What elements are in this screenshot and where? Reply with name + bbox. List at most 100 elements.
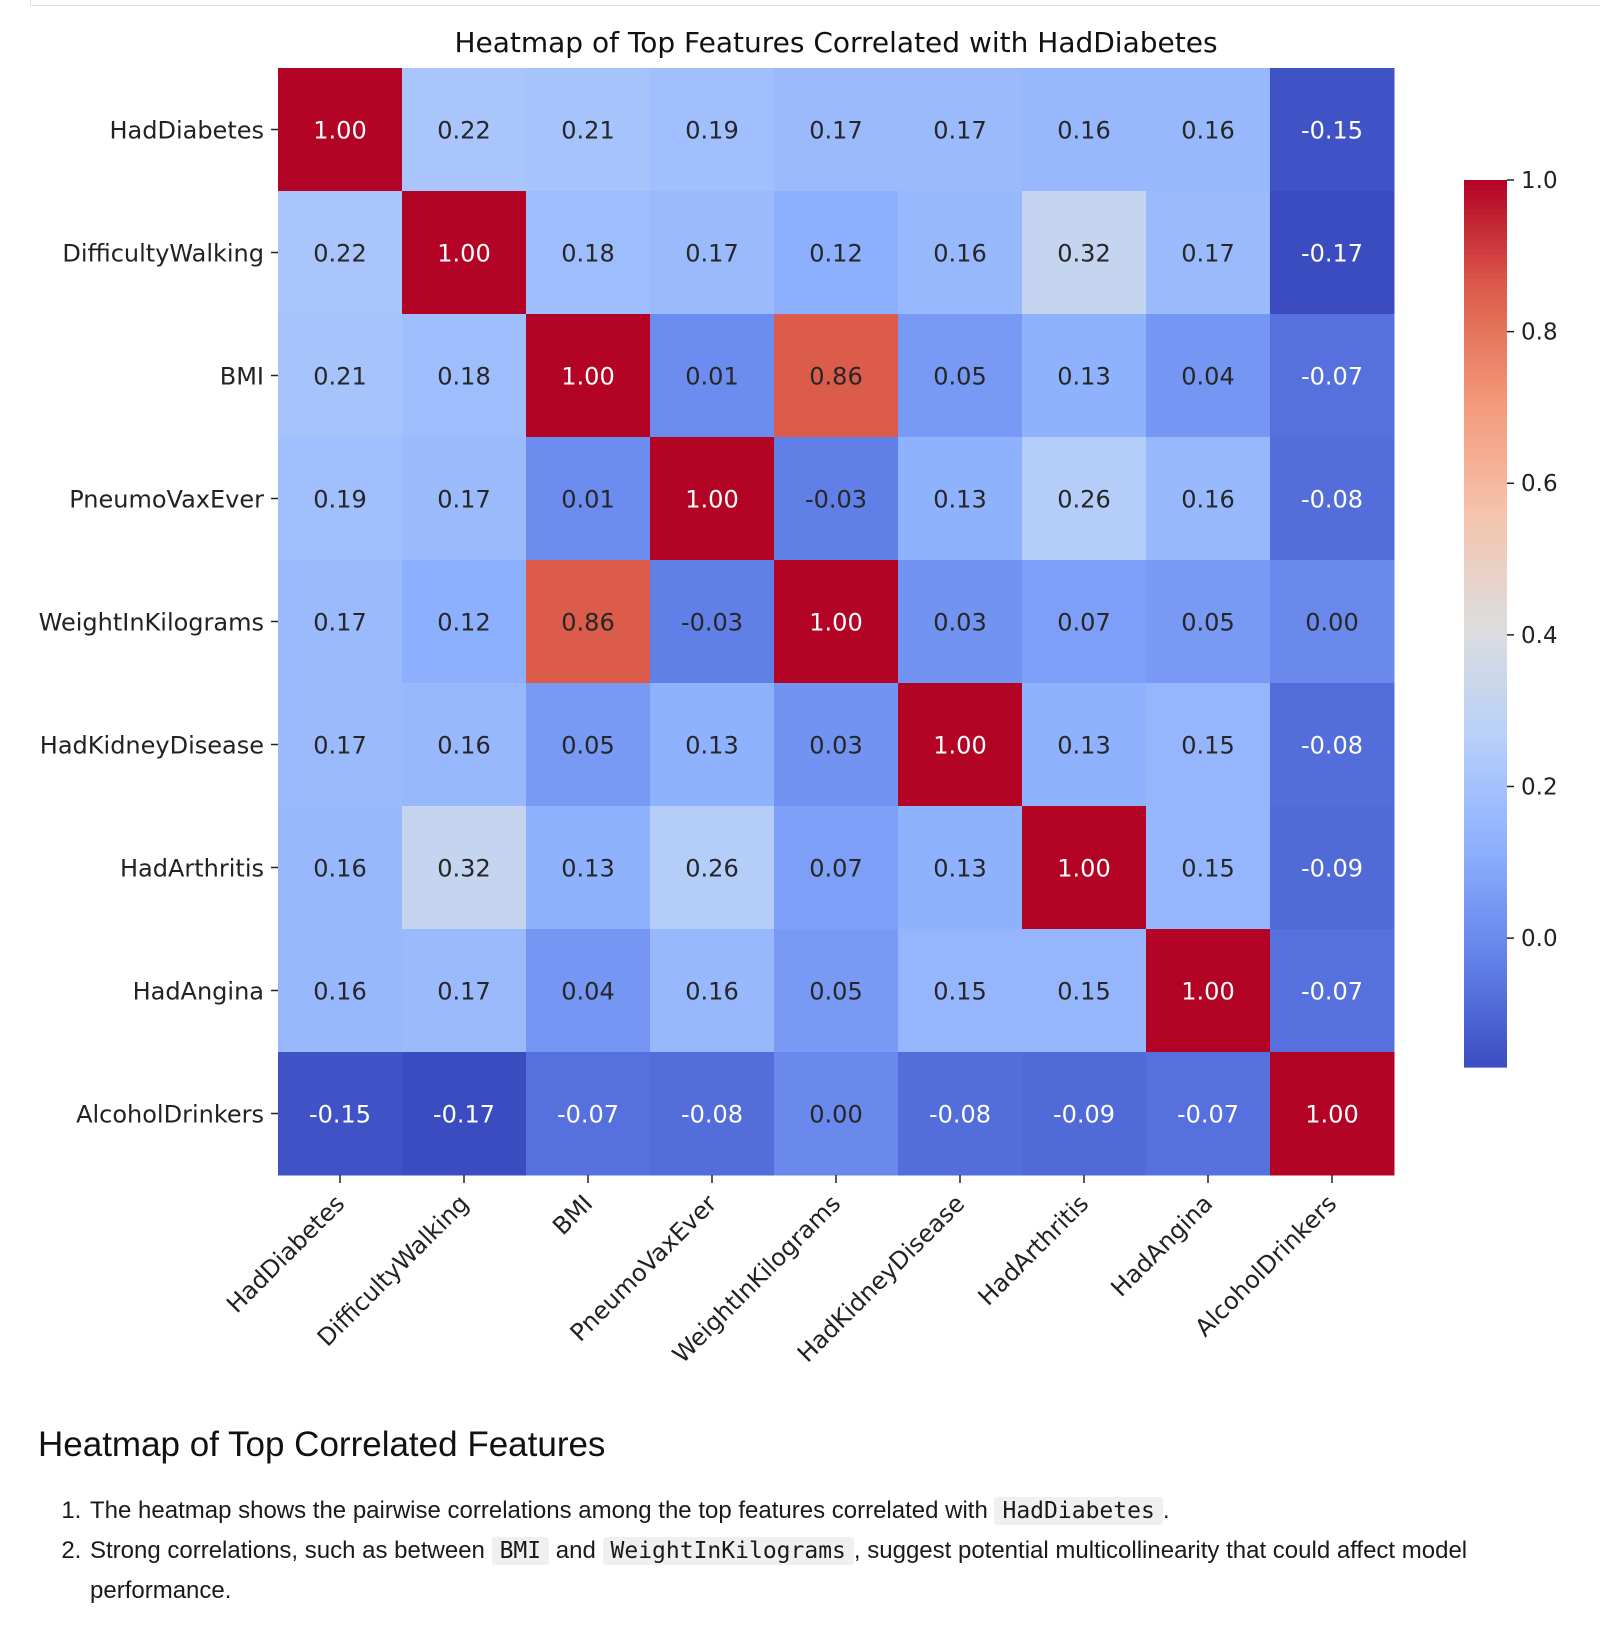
heatmap-figure: Heatmap of Top Features Correlated with … xyxy=(39,26,1558,1369)
colorbar-segment xyxy=(1464,1017,1507,1024)
inline-code: WeightInKilograms xyxy=(602,1537,854,1565)
colorbar-segment xyxy=(1464,539,1507,546)
colorbar-segment xyxy=(1464,638,1507,644)
colorbar-segment xyxy=(1464,500,1507,506)
colorbar-segment xyxy=(1464,579,1507,585)
colorbar-segment xyxy=(1464,520,1507,526)
cell-value-label: 0.86 xyxy=(561,609,614,637)
colorbar-segment xyxy=(1464,248,1507,255)
colorbar-segment xyxy=(1464,386,1507,393)
y-axis-tick-label: HadAngina xyxy=(133,978,264,1006)
heatmap-cell xyxy=(526,683,651,807)
colorbar-segment xyxy=(1464,313,1507,319)
colorbar-segment xyxy=(1464,401,1507,408)
colorbar-segment xyxy=(1464,692,1507,699)
cell-value-label: 0.18 xyxy=(437,363,490,391)
cell-value-label: 0.86 xyxy=(809,363,862,391)
colorbar-segment xyxy=(1464,603,1507,610)
colorbar-segment xyxy=(1464,234,1507,240)
cell-value-label: -0.15 xyxy=(309,1101,371,1129)
colorbar-segment xyxy=(1464,1012,1507,1019)
cell-value-label: -0.07 xyxy=(1301,978,1363,1006)
colorbar-segment xyxy=(1464,623,1507,630)
x-axis-tick-label: HadAngina xyxy=(1106,1189,1219,1302)
colorbar-tick-label: 0.2 xyxy=(1521,774,1558,800)
cell-value-label: 0.15 xyxy=(1181,732,1234,760)
colorbar-segment xyxy=(1464,1027,1507,1034)
heatmap-cell xyxy=(278,1052,403,1176)
heatmap-cell xyxy=(774,68,899,192)
colorbar-segment xyxy=(1464,736,1507,743)
colorbar-segment xyxy=(1464,726,1507,733)
colorbar-segment xyxy=(1464,677,1507,684)
colorbar-segment xyxy=(1464,293,1507,299)
heatmap-cell xyxy=(898,191,1023,315)
inline-code: BMI xyxy=(491,1537,550,1565)
heatmap-cell xyxy=(1270,806,1395,930)
heatmap-cell xyxy=(526,314,651,438)
colorbar-segment xyxy=(1464,835,1507,841)
cell-value-label: 0.17 xyxy=(685,240,738,268)
y-axis-tick-label: AlcoholDrinkers xyxy=(76,1101,264,1129)
cell-value-label: -0.07 xyxy=(1177,1101,1239,1129)
list-item-text: , suggest potential multicollinearity th… xyxy=(90,1537,1468,1604)
heatmap-cell xyxy=(402,560,527,684)
markdown-list: The heatmap shows the pairwise correlati… xyxy=(38,1491,1568,1611)
colorbar-segment xyxy=(1464,515,1507,521)
colorbar-segment xyxy=(1464,810,1507,817)
colorbar-segment xyxy=(1464,904,1507,910)
colorbar-segment xyxy=(1464,662,1507,669)
colorbar-segment xyxy=(1464,643,1507,649)
colorbar-segment xyxy=(1464,1022,1507,1029)
cell-value-label: 0.13 xyxy=(1057,363,1110,391)
cell-value-label: 0.16 xyxy=(1181,117,1234,145)
colorbar-segment xyxy=(1464,1042,1507,1048)
colorbar-segment xyxy=(1464,446,1507,452)
y-axis-tick-label: DifficultyWalking xyxy=(62,240,264,268)
cell-value-label: 0.07 xyxy=(1057,609,1110,637)
heatmap-cell xyxy=(774,191,899,315)
cell-value-label: 0.22 xyxy=(437,117,490,145)
colorbar-segment xyxy=(1464,574,1507,580)
heatmap-cell xyxy=(650,68,775,192)
colorbar-segment xyxy=(1464,795,1507,802)
colorbar-segment xyxy=(1464,850,1507,856)
colorbar-segment xyxy=(1464,184,1507,191)
heatmap-cell xyxy=(402,437,527,561)
cell-value-label: 1.00 xyxy=(437,240,490,268)
colorbar-segment xyxy=(1464,845,1507,851)
colorbar-segment xyxy=(1464,717,1507,723)
colorbar-segment xyxy=(1464,860,1507,866)
heatmap-cell xyxy=(898,806,1023,930)
heatmap-cell xyxy=(898,1052,1023,1176)
colorbar-segment xyxy=(1464,199,1507,206)
colorbar-segment xyxy=(1464,554,1507,561)
colorbar-tick-label: 0.8 xyxy=(1521,320,1558,346)
colorbar-tick-label: 0.4 xyxy=(1521,623,1558,649)
colorbar-segment xyxy=(1464,958,1507,965)
cell-value-label: 1.00 xyxy=(1305,1101,1358,1129)
heatmap-cell xyxy=(1270,929,1395,1053)
x-axis-tick-label: BMI xyxy=(547,1189,598,1240)
heatmap-cell xyxy=(650,1052,775,1176)
colorbar-segment xyxy=(1464,426,1507,432)
markdown-heading: Heatmap of Top Correlated Features xyxy=(38,1425,606,1464)
colorbar-segment xyxy=(1464,298,1507,304)
cell-value-label: 1.00 xyxy=(685,486,738,514)
colorbar-segment xyxy=(1464,899,1507,905)
colorbar-segment xyxy=(1464,352,1507,358)
colorbar-segment xyxy=(1464,894,1507,901)
heatmap-cell xyxy=(898,683,1023,807)
heatmap-cell xyxy=(1146,68,1271,192)
colorbar-segment xyxy=(1464,367,1507,373)
colorbar-segment xyxy=(1464,534,1507,541)
cell-value-label: 0.00 xyxy=(809,1101,862,1129)
colorbar-segment xyxy=(1464,337,1507,344)
colorbar-segment xyxy=(1464,357,1507,363)
cell-value-label: 0.17 xyxy=(437,486,490,514)
heatmap-cell xyxy=(278,560,403,684)
colorbar-segment xyxy=(1464,189,1507,196)
colorbar-segment xyxy=(1464,1057,1507,1063)
colorbar-segment xyxy=(1464,741,1507,748)
heatmap-cell xyxy=(774,1052,899,1176)
